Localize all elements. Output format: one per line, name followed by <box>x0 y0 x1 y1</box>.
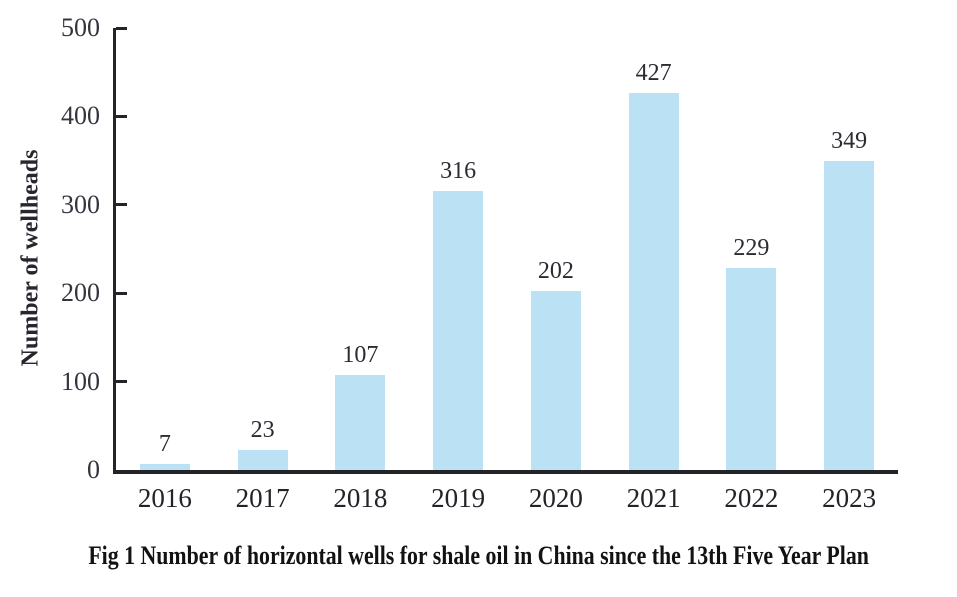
y-axis-title: Number of wellheads <box>17 149 44 367</box>
y-axis-tick <box>116 114 127 118</box>
y-tick-label: 400 <box>61 101 100 131</box>
x-tick-label: 2023 <box>822 483 877 513</box>
bar-value-label: 202 <box>537 258 574 285</box>
bar-2017 <box>237 449 288 470</box>
bar-2018 <box>335 375 386 470</box>
x-tick-label: 2022 <box>724 483 779 513</box>
bar-2016 <box>139 463 190 470</box>
x-tick-label: 2021 <box>626 483 681 513</box>
figure-caption: Fig 1 Number of horizontal wells for sha… <box>0 541 957 571</box>
y-tick-label: 0 <box>87 455 100 484</box>
bar-value-label: 23 <box>250 416 275 443</box>
x-tick-label: 2017 <box>235 483 290 513</box>
plot-area: 0 100 200 300 400 500 7 2016 23 2017 107 2018 316 201… <box>61 14 898 512</box>
y-axis-tick <box>116 203 127 207</box>
bar-value-label: 7 <box>158 430 171 457</box>
bar-value-label: 427 <box>635 59 672 86</box>
y-tick-label: 500 <box>61 13 100 42</box>
x-tick-label: 2019 <box>431 483 486 513</box>
bar-2020 <box>530 291 581 470</box>
bar-2021 <box>628 92 679 470</box>
y-tick-label: 300 <box>61 189 100 219</box>
x-tick-label: 2016 <box>137 483 192 513</box>
y-tick-label: 200 <box>61 278 100 308</box>
bar-value-label: 349 <box>831 128 868 155</box>
bar-value-label: 316 <box>440 157 477 184</box>
bar-2022 <box>726 267 777 470</box>
bar-2019 <box>433 190 484 470</box>
bar-chart-figure: Number of wellheads 0 100 200 300 400 500 7 201… <box>17 14 898 512</box>
bar-value-label: 229 <box>733 234 770 261</box>
x-tick-label: 2018 <box>333 483 388 513</box>
bar-value-label: 107 <box>342 342 379 369</box>
bar-2023 <box>824 161 875 470</box>
y-axis-tick <box>116 26 127 30</box>
y-axis-tick <box>116 380 127 384</box>
x-tick-label: 2020 <box>528 483 583 513</box>
figure-caption-text: Fig 1 Number of horizontal wells for sha… <box>88 541 869 570</box>
y-axis-tick <box>116 291 127 295</box>
y-tick-label: 100 <box>61 366 100 396</box>
